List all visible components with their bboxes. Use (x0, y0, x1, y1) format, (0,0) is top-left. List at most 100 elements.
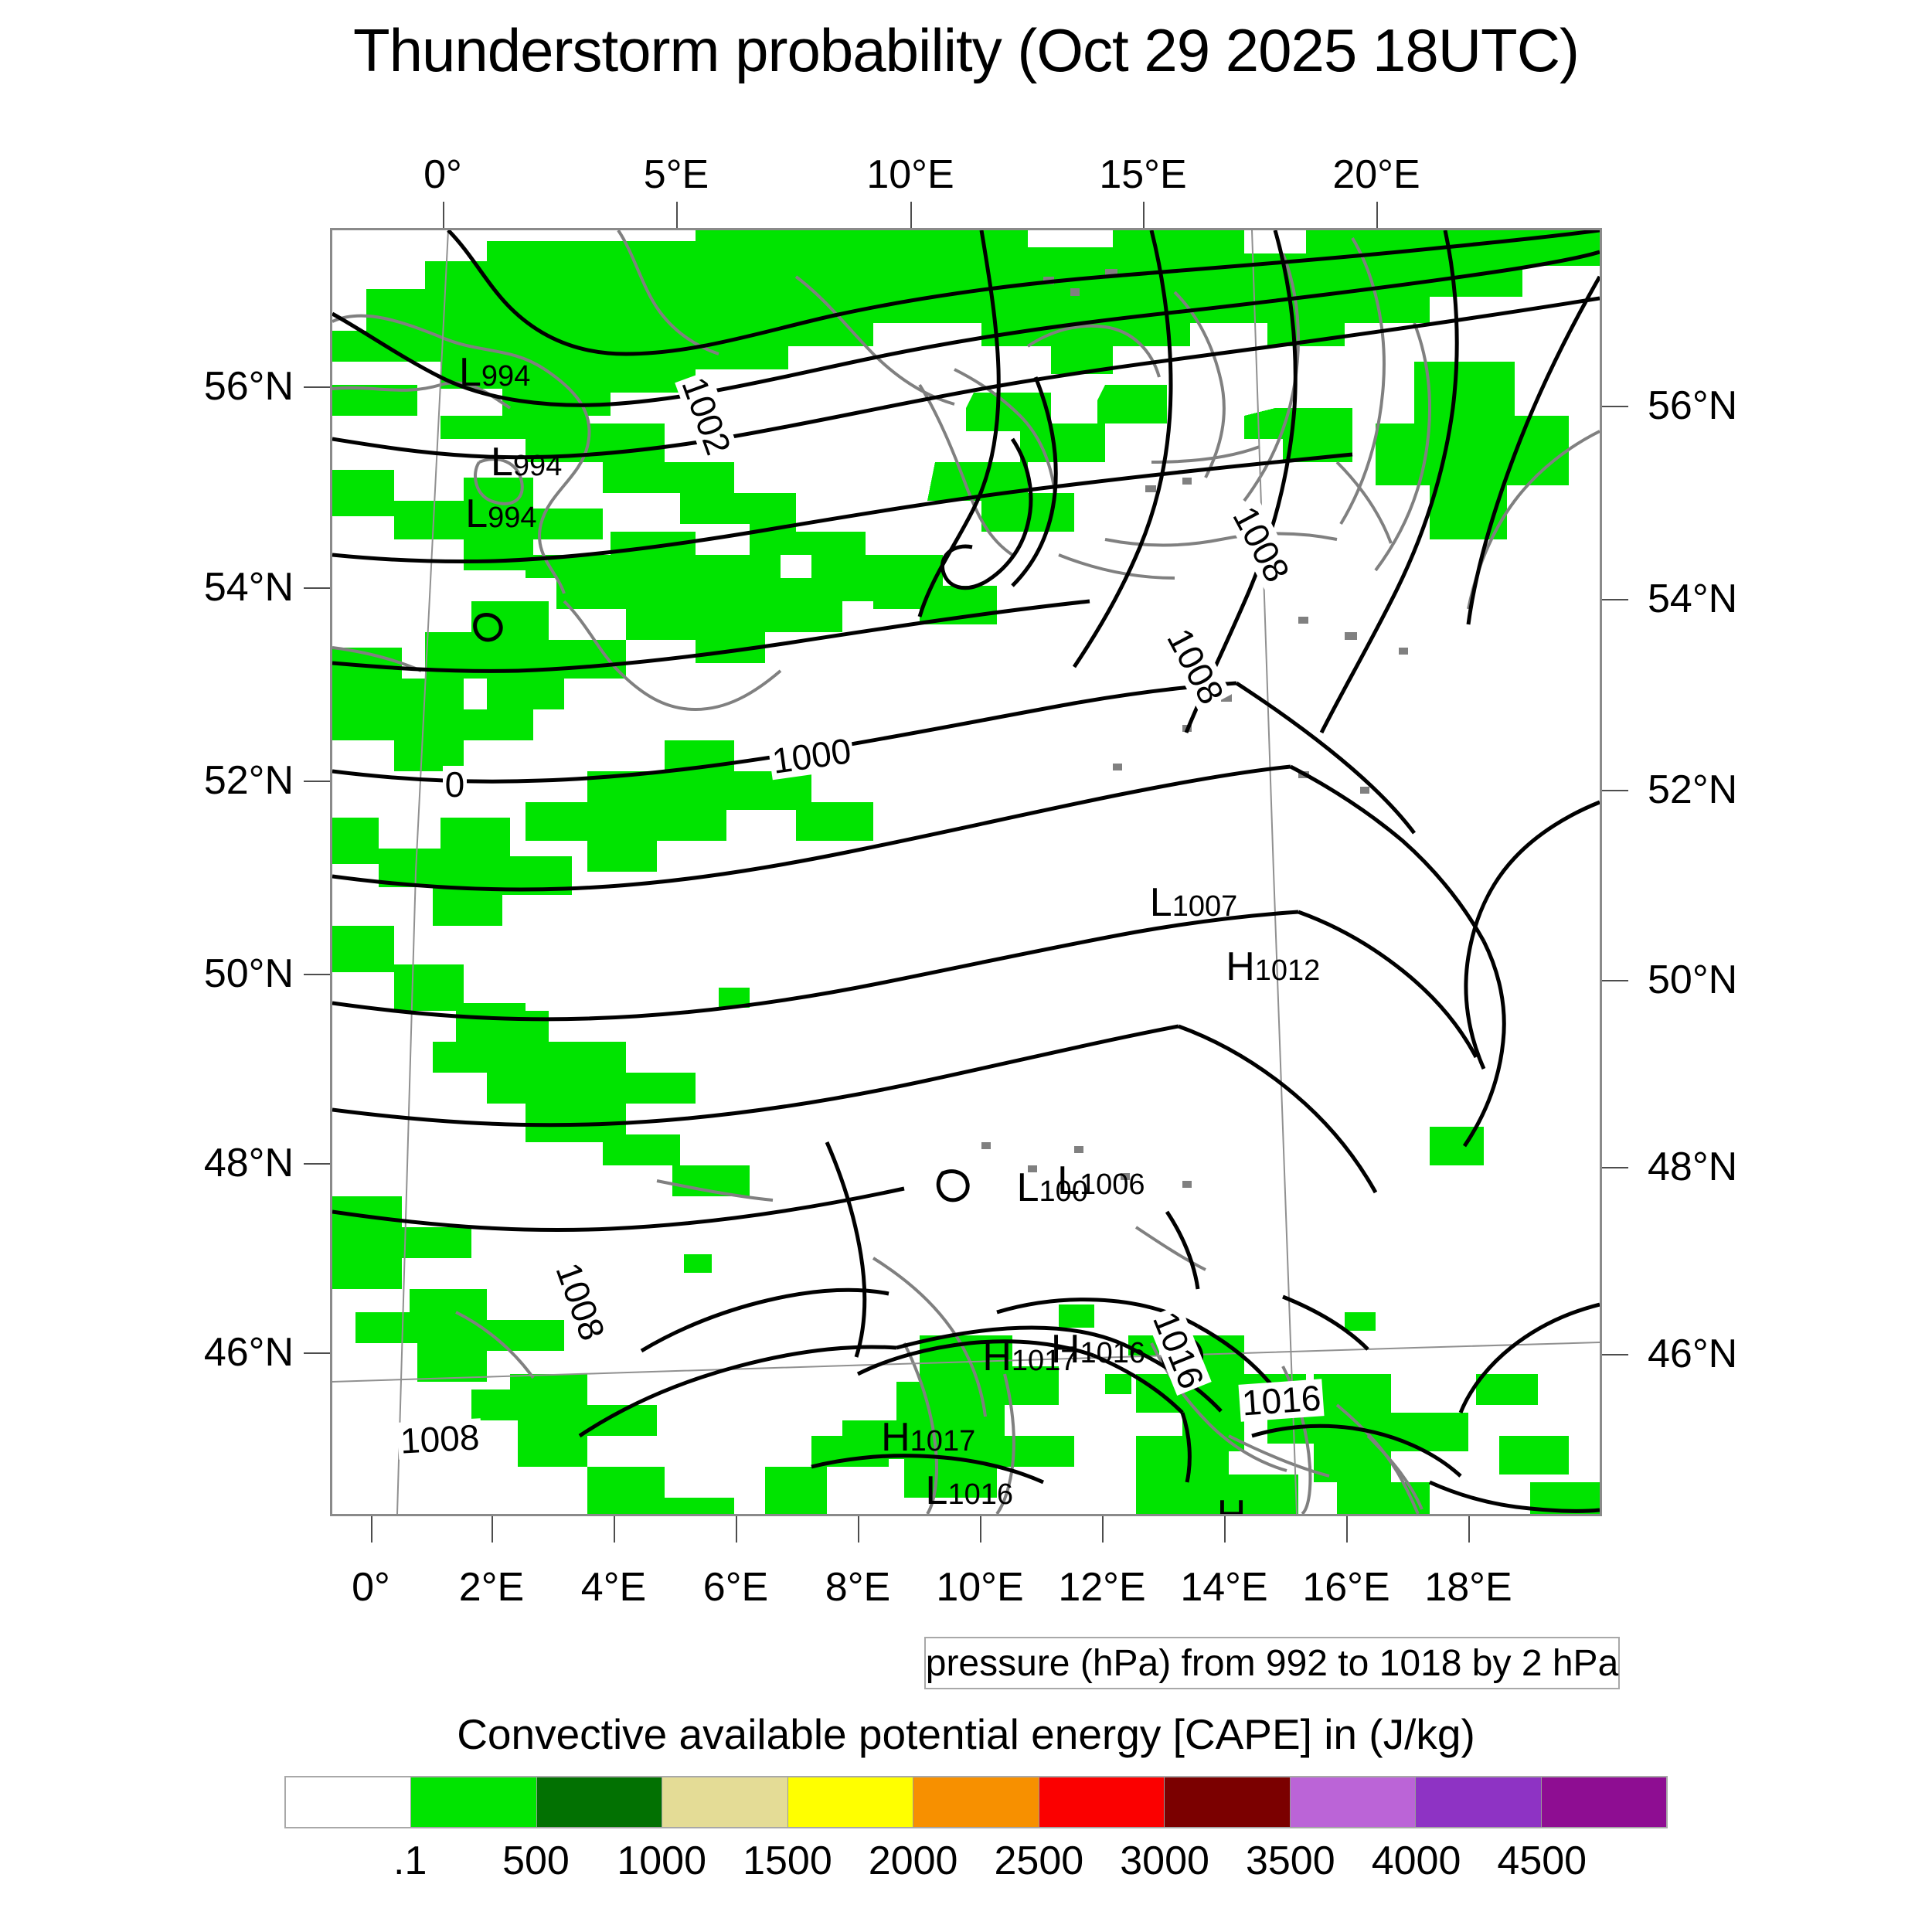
lon-tick-top (1143, 202, 1145, 228)
colorbar-segment (1165, 1777, 1291, 1827)
pressure-center-symbol: L (1057, 1158, 1080, 1204)
cape-colorbar (284, 1776, 1668, 1828)
colorbar-tick-label: 3000 (1120, 1838, 1209, 1883)
lat-tick-left (304, 1352, 330, 1354)
lat-tick-right (1602, 1167, 1628, 1168)
pressure-center-symbol: H (1216, 1492, 1247, 1516)
lat-tick-label-right: 46°N (1648, 1332, 1738, 1376)
lon-tick-top (1376, 202, 1378, 228)
colorbar-tick-label: 1500 (743, 1838, 832, 1883)
lon-tick-bottom (980, 1516, 981, 1543)
lon-tick-label-bottom: 10°E (936, 1565, 1024, 1610)
lat-tick-left (304, 587, 330, 589)
colorbar-tick-label: .1 (393, 1838, 427, 1883)
lon-tick-bottom (492, 1516, 493, 1543)
pressure-center-l: L1007 (1150, 883, 1237, 923)
colorbar-tick-label: 3500 (1245, 1838, 1335, 1883)
colorbar-caption: Convective available potential energy [C… (457, 1710, 1475, 1758)
map-panel: L994 L994 L994 L1007 H1012 L100 L1006 H1017 H101… (330, 228, 1602, 1516)
pressure-note-text: pressure (hPa) from 992 to 1018 by 2 hPa (925, 1642, 1619, 1684)
colorbar-segment (1290, 1777, 1417, 1827)
lon-tick-bottom (858, 1516, 859, 1543)
lat-tick-right (1602, 1354, 1628, 1355)
colorbar-segment (787, 1777, 914, 1827)
lat-tick-right (1602, 980, 1628, 981)
contour-value-label: 1016 (1238, 1377, 1325, 1423)
pressure-center-symbol: H (982, 1334, 1012, 1379)
lon-tick-label-top: 0° (423, 152, 462, 197)
pressure-center-l: L994 (459, 352, 530, 393)
lon-tick-label-top: 15°E (1099, 152, 1187, 197)
colorbar-tick-label: 1000 (617, 1838, 707, 1883)
lat-tick-left (304, 974, 330, 975)
colorbar-tick-label: 4000 (1371, 1838, 1461, 1883)
lon-tick-label-top: 5°E (643, 152, 709, 197)
lon-tick-label-bottom: 4°E (580, 1565, 647, 1610)
lon-tick-label-bottom: 6°E (702, 1565, 769, 1610)
lat-tick-left (304, 781, 330, 782)
pressure-center-symbol: L (1149, 879, 1172, 925)
pressure-center-value: 994 (481, 359, 531, 393)
pressure-note-box: pressure (hPa) from 992 to 1018 by 2 hPa (924, 1637, 1620, 1689)
colorbar-tick-label: 500 (502, 1838, 570, 1883)
lon-tick-label-bottom: 16°E (1302, 1565, 1390, 1610)
colorbar-tick-label: 2000 (868, 1838, 958, 1883)
lat-tick-label-right: 52°N (1648, 767, 1738, 812)
lon-tick-label-bottom: 8°E (825, 1565, 891, 1610)
contour-value-label: 0 (442, 765, 468, 803)
lon-tick-label-bottom: 0° (352, 1565, 390, 1610)
lon-tick-bottom (736, 1516, 737, 1543)
pressure-center-value: 100 (1039, 1175, 1088, 1208)
lon-tick-bottom (614, 1516, 615, 1543)
colorbar-segment (411, 1777, 537, 1827)
cape-shading-layer (332, 230, 1600, 1514)
pressure-center-symbol: L (1016, 1165, 1039, 1210)
lon-tick-top (443, 202, 444, 228)
page-title: Thunderstorm probability (Oct 29 2025 18… (352, 16, 1580, 84)
lat-tick-left (304, 386, 330, 388)
lon-tick-label-bottom: 14°E (1180, 1565, 1268, 1610)
contour-value-label: 1008 (397, 1417, 483, 1461)
pressure-center-value: 994 (512, 450, 563, 483)
map-canvas (332, 230, 1600, 1514)
lat-tick-left (304, 1163, 330, 1165)
lat-tick-label-left: 54°N (203, 565, 294, 610)
colorbar-segment (1541, 1777, 1666, 1827)
lat-tick-label-left: 50°N (203, 951, 294, 996)
lat-tick-label-right: 54°N (1648, 577, 1738, 621)
pressure-center-l: L1006 (1057, 1161, 1145, 1201)
pressure-center-symbol: L (925, 1468, 948, 1513)
lon-tick-label-bottom: 12°E (1058, 1565, 1146, 1610)
pressure-center-l: L994 (491, 442, 562, 482)
pressure-center-symbol: H (1226, 944, 1255, 989)
lon-tick-label-top: 10°E (866, 152, 954, 197)
colorbar-segment (286, 1777, 412, 1827)
lon-tick-top (910, 202, 912, 228)
pressure-center-symbol: H (1050, 1326, 1080, 1372)
lat-tick-label-right: 48°N (1648, 1145, 1738, 1189)
pressure-center-symbol: H (881, 1415, 910, 1461)
pressure-center-h: H (1216, 1492, 1247, 1516)
colorbar-segment (1039, 1777, 1165, 1827)
pressure-center-h: H1012 (1226, 947, 1320, 987)
pressure-center-value: 1006 (1080, 1168, 1145, 1202)
lon-tick-bottom (1102, 1516, 1104, 1543)
lat-tick-label-left: 56°N (203, 364, 294, 409)
colorbar-segment (662, 1777, 788, 1827)
pressure-center-symbol: L (459, 349, 481, 395)
lon-tick-bottom (1346, 1516, 1348, 1543)
lat-tick-right (1602, 790, 1628, 791)
pressure-center-value: 1017 (910, 1425, 976, 1458)
lat-tick-label-right: 56°N (1648, 383, 1738, 428)
colorbar-tick-label: 2500 (994, 1838, 1084, 1883)
lon-tick-bottom (1468, 1516, 1470, 1543)
lon-tick-bottom (371, 1516, 372, 1543)
colorbar-segment (1416, 1777, 1542, 1827)
lat-tick-right (1602, 406, 1628, 407)
lon-tick-label-bottom: 2°E (458, 1565, 525, 1610)
pressure-center-symbol: L (491, 440, 513, 485)
pressure-center-value: 994 (488, 501, 537, 534)
pressure-center-value: 1012 (1254, 954, 1321, 987)
lon-tick-top (676, 202, 678, 228)
